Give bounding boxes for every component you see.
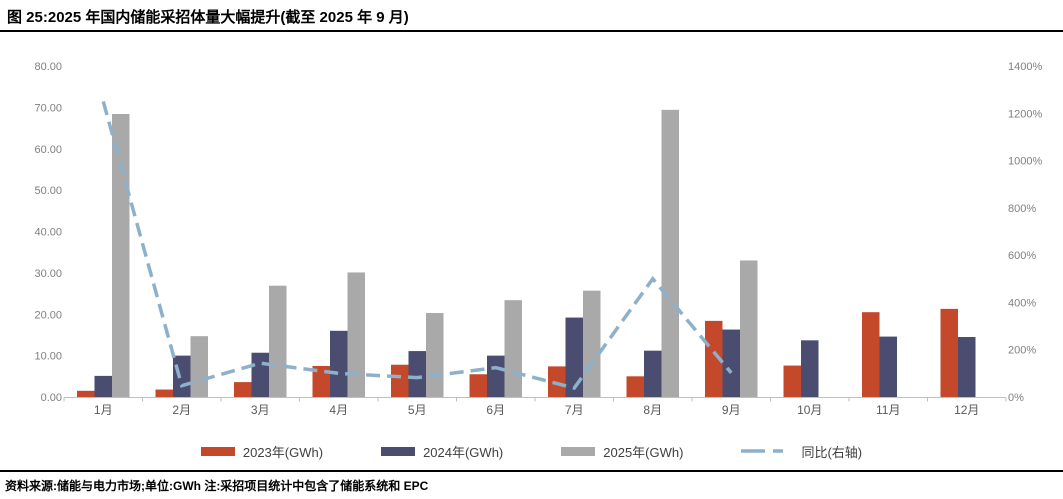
- title-divider: [0, 30, 1063, 32]
- chart-area: 0.00 10.00 20.00 30.00 40.00 50.00 60.00 70.00 8…: [34, 61, 1042, 417]
- y-axis-left-label: 10.00: [34, 351, 62, 363]
- bar-s0-m0: [77, 390, 95, 397]
- bar-s0-m2: [234, 382, 252, 397]
- bar-s0-m5: [469, 374, 487, 397]
- legend-label-1: 2024年(GWh): [423, 444, 504, 460]
- bar-s2-m2: [269, 285, 287, 397]
- y-axis-left-label: 0.00: [41, 392, 62, 404]
- legend-item-3: 同比(右轴): [741, 442, 862, 461]
- x-axis-month-label: 9月: [722, 403, 741, 417]
- x-axis-month-label: 5月: [408, 403, 427, 417]
- y-axis-right-label: 200%: [1008, 345, 1036, 357]
- bar-s1-m11: [958, 337, 976, 397]
- bar-s0-m8: [705, 320, 723, 397]
- bar-s0-m10: [862, 312, 880, 397]
- legend-item-0: 2023年(GWh): [200, 442, 324, 461]
- bar-s2-m4: [426, 313, 444, 397]
- y-axis-right-label: 600%: [1008, 250, 1036, 262]
- y-axis-left-label: 20.00: [34, 309, 62, 321]
- bar-s1-m0: [94, 375, 112, 397]
- bar-s0-m9: [783, 365, 801, 397]
- bar-s0-m1: [155, 389, 173, 397]
- y-axis-right-label: 800%: [1008, 203, 1036, 215]
- legend-swatch-2: [561, 446, 596, 456]
- bar-s1-m4: [408, 351, 426, 397]
- figure-title: 图 25:2025 年国内储能采招体量大幅提升(截至 2025 年 9 月): [7, 9, 409, 26]
- x-axis-month-label: 4月: [329, 403, 348, 417]
- legend-label-3: 同比(右轴): [801, 444, 863, 460]
- y-axis-right-label: 1200%: [1008, 108, 1042, 120]
- bar-s0-m4: [391, 364, 409, 397]
- x-axis-month-label: 12月: [954, 403, 979, 417]
- legend-label-0: 2023年(GWh): [242, 444, 324, 460]
- bar-s1-m6: [565, 317, 583, 397]
- bar-s2-m7: [661, 109, 679, 398]
- legend-swatch-3: [741, 449, 794, 453]
- bar-s2-m1: [190, 336, 208, 397]
- y-axis-left-label: 60.00: [34, 144, 62, 156]
- y-axis-right-label: 1000%: [1008, 156, 1042, 168]
- bar-s0-m11: [940, 308, 958, 397]
- legend-label-2: 2025年(GWh): [603, 444, 684, 460]
- bar-s2-m0: [112, 113, 130, 398]
- footer-divider: [0, 470, 1063, 472]
- legend-item-2: 2025年(GWh): [561, 442, 683, 461]
- bar-s1-m10: [879, 336, 897, 397]
- bar-s1-m7: [644, 350, 662, 397]
- x-axis-month-label: 10月: [797, 403, 822, 417]
- x-axis-month-label: 6月: [486, 403, 505, 417]
- y-axis-left-label: 30.00: [34, 268, 62, 280]
- bar-s2-m5: [504, 300, 522, 397]
- y-axis-left-label: 70.00: [34, 102, 62, 114]
- yoy-line: [101, 100, 733, 391]
- legend-swatch-0: [200, 446, 235, 456]
- x-axis-month-label: 2月: [172, 403, 191, 417]
- y-axis-right-label: 1400%: [1008, 61, 1042, 73]
- bar-s0-m3: [312, 365, 330, 397]
- legend-swatch-1: [381, 446, 416, 456]
- x-axis-month-label: 1月: [94, 403, 113, 417]
- bar-s2-m6: [583, 290, 601, 397]
- bar-s0-m7: [626, 376, 644, 397]
- bar-s2-m8: [740, 260, 758, 397]
- legend-item-1: 2024年(GWh): [381, 442, 503, 461]
- source-note: 资料来源:储能与电力市场;单位:GWh 注:采招项目统计中包含了储能系统和 EP…: [5, 479, 429, 493]
- y-axis-right-label: 400%: [1008, 297, 1036, 309]
- bar-s1-m5: [487, 355, 505, 397]
- x-axis-month-label: 3月: [251, 403, 270, 417]
- bar-s1-m2: [251, 352, 269, 397]
- y-axis-left-label: 40.00: [34, 227, 62, 239]
- y-axis-left-label: 50.00: [34, 185, 62, 197]
- bar-s1-m1: [173, 355, 191, 397]
- x-axis-month-label: 7月: [565, 403, 584, 417]
- chart-canvas: 0.00 10.00 20.00 30.00 40.00 50.00 60.00 70.00 8…: [34, 61, 1042, 417]
- bar-s1-m3: [330, 330, 348, 397]
- bar-s2-m3: [347, 272, 365, 397]
- bar-s1-m9: [801, 340, 819, 397]
- y-axis-left-label: 80.00: [34, 61, 62, 73]
- chart-legend: 2023年(GWh) 2024年(GWh) 2025年(GWh) 同比(右轴): [0, 438, 1063, 464]
- x-axis-month-label: 8月: [643, 403, 662, 417]
- x-axis-month-label: 11月: [876, 403, 900, 417]
- y-axis-right-label: 0%: [1008, 392, 1024, 404]
- bar-s1-m8: [722, 329, 740, 397]
